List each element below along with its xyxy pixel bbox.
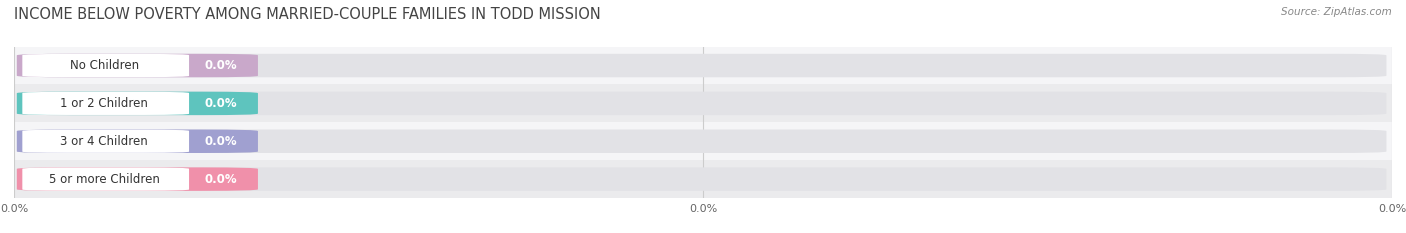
FancyBboxPatch shape [22, 54, 188, 77]
Bar [14, 85, 1392, 122]
Text: 1 or 2 Children: 1 or 2 Children [60, 97, 148, 110]
FancyBboxPatch shape [17, 167, 257, 191]
FancyBboxPatch shape [17, 167, 1386, 191]
FancyBboxPatch shape [17, 54, 1386, 77]
Text: No Children: No Children [70, 59, 139, 72]
Text: INCOME BELOW POVERTY AMONG MARRIED-COUPLE FAMILIES IN TODD MISSION: INCOME BELOW POVERTY AMONG MARRIED-COUPL… [14, 7, 600, 22]
FancyBboxPatch shape [17, 130, 1386, 153]
Bar [14, 160, 1392, 198]
Bar [14, 47, 1392, 85]
FancyBboxPatch shape [17, 130, 257, 153]
FancyBboxPatch shape [22, 168, 188, 191]
Text: 5 or more Children: 5 or more Children [49, 173, 160, 186]
Bar [14, 122, 1392, 160]
FancyBboxPatch shape [17, 54, 257, 77]
FancyBboxPatch shape [22, 130, 188, 153]
Text: Source: ZipAtlas.com: Source: ZipAtlas.com [1281, 7, 1392, 17]
Text: 0.0%: 0.0% [204, 97, 238, 110]
FancyBboxPatch shape [17, 92, 1386, 115]
Text: 3 or 4 Children: 3 or 4 Children [60, 135, 148, 148]
FancyBboxPatch shape [22, 92, 188, 115]
Text: 0.0%: 0.0% [204, 173, 238, 186]
Text: 0.0%: 0.0% [204, 59, 238, 72]
Text: 0.0%: 0.0% [204, 135, 238, 148]
FancyBboxPatch shape [17, 92, 257, 115]
